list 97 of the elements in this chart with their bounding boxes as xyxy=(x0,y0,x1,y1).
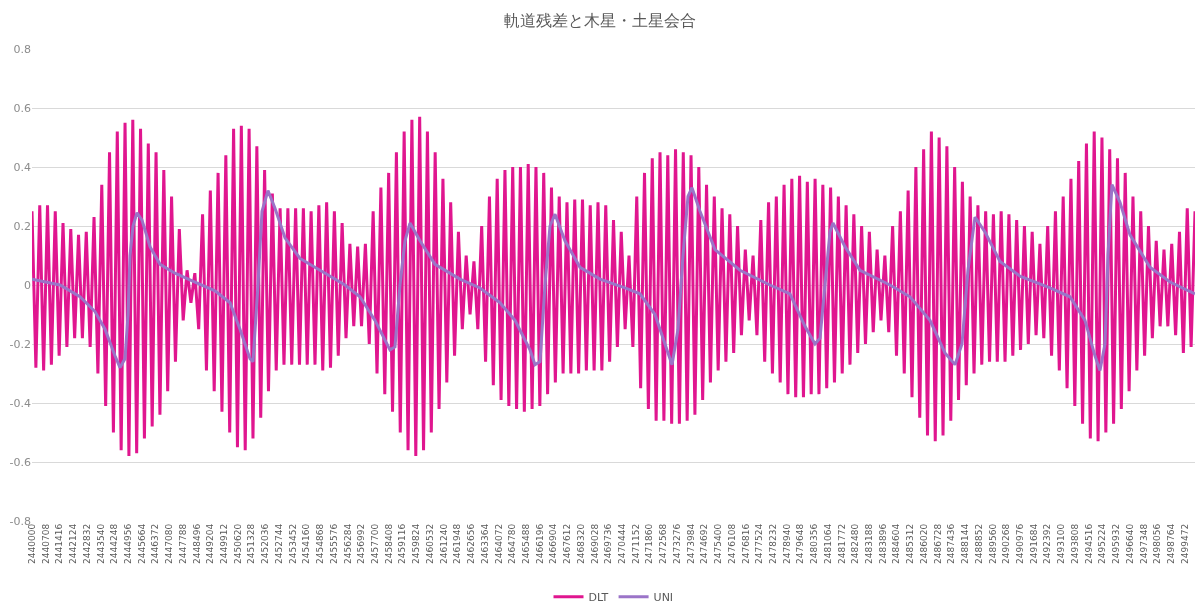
x-tick-label: 2456992 xyxy=(356,523,367,564)
x-tick-label: 2442124 xyxy=(68,523,79,564)
x-tick-label: 2482480 xyxy=(850,523,861,564)
x-tick-label: 2450620 xyxy=(232,523,243,564)
y-tick-label: -0.6 xyxy=(9,455,31,469)
x-tick-label: 2476816 xyxy=(740,523,751,564)
x-tick-label: 2491684 xyxy=(1028,523,1039,564)
x-tick-label: 2465488 xyxy=(520,523,531,564)
x-tick-label: 2481772 xyxy=(836,523,847,564)
x-tick-label: 2486020 xyxy=(918,523,929,564)
x-tick-label: 2469028 xyxy=(589,523,600,564)
x-tick-label: 2455576 xyxy=(328,523,339,564)
x-tick-label: 2495932 xyxy=(1111,523,1122,564)
chart-title: 軌道残差と木星・土星会合 xyxy=(504,11,696,31)
x-tick-label: 2447788 xyxy=(177,523,188,564)
x-tick-label: 2483188 xyxy=(864,523,875,564)
x-tick-label: 2493808 xyxy=(1069,523,1080,564)
x-tick-label: 2463364 xyxy=(479,523,490,564)
x-tick-label: 2444956 xyxy=(122,523,133,564)
x-tick-label: 2473276 xyxy=(671,523,682,564)
x-tick-label: 2484604 xyxy=(891,523,902,564)
x-tick-label: 2468320 xyxy=(575,523,586,564)
x-tick-label: 2461240 xyxy=(438,523,449,564)
x-tick-label: 2440708 xyxy=(40,523,51,564)
x-tick-label: 2496640 xyxy=(1124,523,1135,564)
x-tick-label: 2442832 xyxy=(81,523,92,564)
y-tick-label: -0.4 xyxy=(9,396,31,410)
x-tick-label: 2467612 xyxy=(562,523,573,564)
x-tick-label: 2445664 xyxy=(136,523,147,564)
y-tick-label: 0.4 xyxy=(13,160,31,174)
x-tick-label: 2498764 xyxy=(1165,523,1176,564)
x-tick-label: 2448496 xyxy=(191,523,202,564)
x-tick-label: 2458408 xyxy=(383,523,394,564)
x-tick-label: 2489560 xyxy=(987,523,998,564)
x-tick-label: 2461948 xyxy=(452,523,463,564)
x-tick-label: 2499472 xyxy=(1179,523,1190,564)
x-tick-label: 2495224 xyxy=(1097,523,1108,564)
x-tick-label: 2457700 xyxy=(370,523,380,564)
x-tick-label: 2460532 xyxy=(424,523,435,564)
x-tick-label: 2493100 xyxy=(1056,523,1067,564)
x-tick-label: 2447080 xyxy=(164,523,175,564)
x-tick-label: 2478940 xyxy=(781,523,792,564)
x-tick-label: 2492392 xyxy=(1042,523,1053,564)
x-tick-label: 2473984 xyxy=(685,523,696,564)
y-tick-label: 0.8 xyxy=(13,42,31,56)
x-tick-label: 2464780 xyxy=(507,523,518,564)
x-tick-label: 2471860 xyxy=(644,523,655,564)
line-series xyxy=(32,115,1195,458)
y-tick-label: -0.2 xyxy=(9,337,31,351)
x-tick-label: 2441416 xyxy=(54,523,65,564)
x-tick-label: 2490976 xyxy=(1015,523,1026,564)
legend-label: UNI xyxy=(653,591,674,601)
x-tick-label: 2459824 xyxy=(411,523,422,564)
x-tick-label: 2470444 xyxy=(617,523,628,564)
x-tick-label: 2481064 xyxy=(822,523,833,564)
x-tick-label: 2497348 xyxy=(1138,523,1149,564)
x-tick-label: 2456284 xyxy=(342,523,353,564)
x-tick-label: 2480356 xyxy=(809,523,820,564)
x-tick-label: 2466904 xyxy=(548,523,559,564)
x-tick-label: 2477524 xyxy=(754,523,765,564)
x-tick-label: 2498056 xyxy=(1152,523,1163,564)
x-tick-label: 2494516 xyxy=(1083,523,1094,564)
x-tick-label: 2471152 xyxy=(630,523,641,564)
x-tick-label: 2474692 xyxy=(699,523,710,564)
x-tick-label: 2488852 xyxy=(973,523,984,564)
x-tick-label: 2454868 xyxy=(315,523,326,564)
x-tick-label: 2446372 xyxy=(150,523,161,564)
line-series xyxy=(32,183,1195,373)
y-tick-label: 0.6 xyxy=(13,101,31,115)
x-tick-label: 2453452 xyxy=(287,523,298,564)
legend-label: DLT xyxy=(588,591,609,601)
x-tick-label: 2483896 xyxy=(877,523,888,564)
x-tick-label: 2452036 xyxy=(260,523,271,564)
x-tick-label: 2462656 xyxy=(466,523,477,564)
x-tick-label: 2451328 xyxy=(246,523,257,564)
x-tick-label: 2452744 xyxy=(273,523,284,564)
x-tick-label: 2476108 xyxy=(726,523,737,564)
x-tick-label: 2449204 xyxy=(205,523,216,564)
x-tick-label: 2488144 xyxy=(960,523,971,564)
x-tick-label: 2444248 xyxy=(109,523,120,564)
x-tick-label: 2469736 xyxy=(603,523,614,564)
x-tick-label: 2459116 xyxy=(397,523,408,564)
x-tick-label: 2454160 xyxy=(301,523,312,564)
x-tick-label: 2449912 xyxy=(219,523,230,564)
y-tick-label: 0.2 xyxy=(13,219,31,233)
x-tick-label: 2478232 xyxy=(767,523,778,564)
x-tick-label: 2443540 xyxy=(95,523,106,564)
x-tick-label: 2490268 xyxy=(1001,523,1012,564)
x-tick-label: 2475400 xyxy=(713,523,724,564)
x-tick-label: 2479648 xyxy=(795,523,806,564)
x-tick-label: 2485312 xyxy=(905,523,916,564)
x-tick-label: 2466196 xyxy=(534,523,545,564)
x-tick-label: 2486728 xyxy=(932,523,943,564)
y-tick-label: 0 xyxy=(24,278,31,292)
x-tick-label: 2464072 xyxy=(493,523,504,564)
x-tick-label: 2472568 xyxy=(658,523,669,564)
x-tick-label: 2487436 xyxy=(946,523,957,564)
